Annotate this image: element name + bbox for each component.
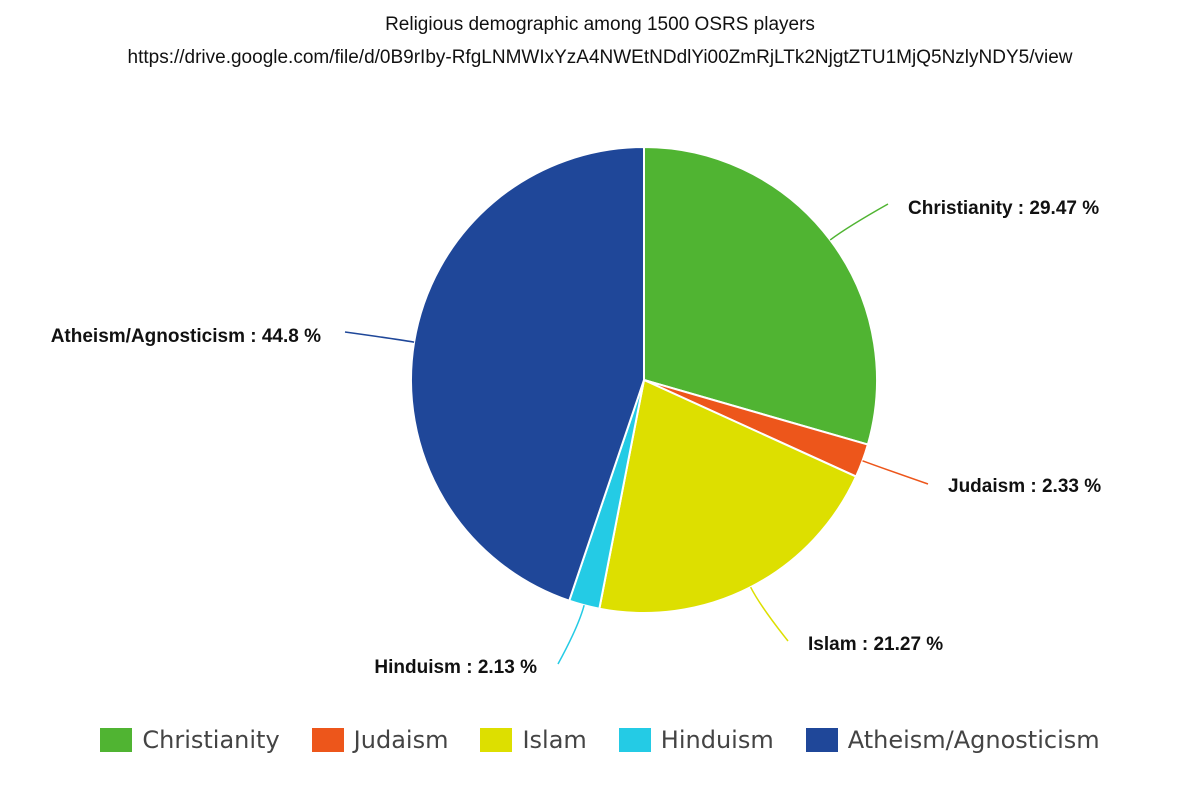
legend-item-islam[interactable]: Islam bbox=[480, 726, 587, 754]
legend-swatch bbox=[480, 728, 513, 752]
legend-item-hinduism[interactable]: Hinduism bbox=[618, 726, 774, 754]
leader-line-christianity bbox=[829, 203, 889, 241]
legend-swatch bbox=[618, 728, 651, 752]
chart-subtitle: https://drive.google.com/file/d/0B9rIby-… bbox=[127, 47, 1073, 68]
legend-label: Hinduism bbox=[660, 726, 774, 754]
legend: Christianity Judaism Islam Hinduism Atheism/… bbox=[0, 720, 1200, 760]
legend-label: Judaism bbox=[353, 726, 449, 754]
legend-label: Atheism/Agnosticism bbox=[847, 726, 1100, 754]
leader-line-judaism bbox=[862, 460, 929, 485]
leader-line-islam bbox=[749, 586, 789, 642]
legend-item-judaism[interactable]: Judaism bbox=[311, 726, 449, 754]
leader-line-atheism-agnosticism bbox=[344, 331, 415, 343]
leader-line-hinduism bbox=[557, 604, 585, 665]
data-label-judaism: Judaism : 2.33 % bbox=[948, 476, 1101, 497]
legend-swatch bbox=[805, 728, 838, 752]
data-label-hinduism: Hinduism : 2.13 % bbox=[374, 657, 537, 678]
pie-slice-islam bbox=[598, 378, 858, 614]
legend-item-atheism-agnosticism[interactable]: Atheism/Agnosticism bbox=[805, 726, 1100, 754]
legend-label: Christianity bbox=[142, 726, 280, 754]
data-label-atheism-agnosticism: Atheism/Agnosticism : 44.8 % bbox=[51, 326, 321, 347]
legend-label: Islam bbox=[522, 726, 587, 754]
data-label-islam: Islam : 21.27 % bbox=[808, 634, 943, 655]
chart-title: Religious demographic among 1500 OSRS pl… bbox=[385, 14, 815, 35]
data-label-christianity: Christianity : 29.47 % bbox=[908, 198, 1099, 219]
legend-swatch bbox=[100, 728, 133, 752]
legend-swatch bbox=[311, 728, 344, 752]
legend-item-christianity[interactable]: Christianity bbox=[100, 726, 280, 754]
